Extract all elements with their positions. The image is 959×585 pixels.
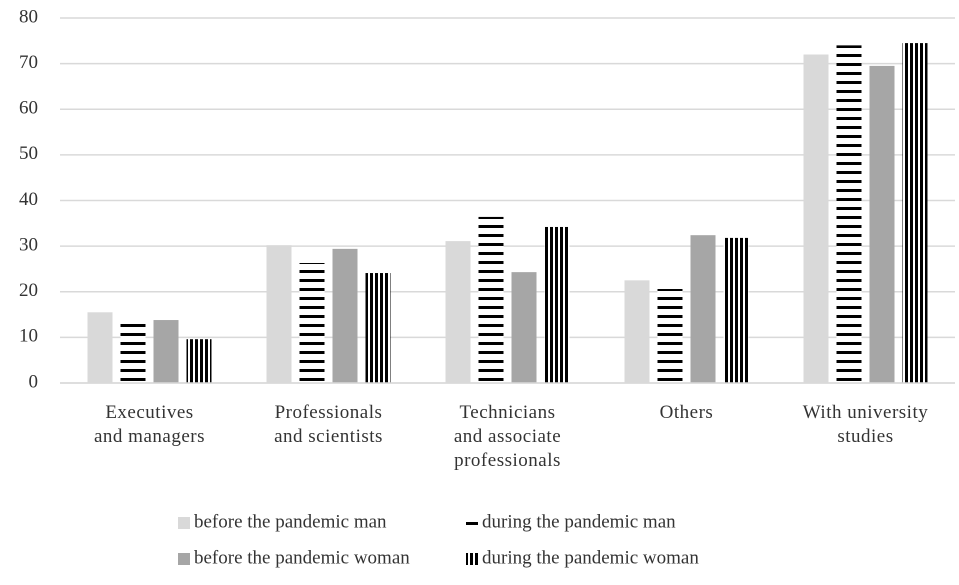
- x-tick-label-line: Others: [660, 402, 714, 423]
- bar: [153, 320, 179, 383]
- bar: [836, 45, 862, 383]
- legend-label: during the pandemic man: [482, 511, 676, 532]
- y-tick-label: 40: [19, 189, 38, 210]
- y-tick-label: 10: [19, 326, 38, 347]
- y-tick-label: 70: [19, 52, 38, 73]
- legend-swatch: [178, 517, 190, 529]
- bar: [511, 272, 537, 383]
- legend-label: before the pandemic man: [194, 511, 387, 532]
- legend-swatch: [466, 553, 478, 565]
- bar: [544, 226, 570, 383]
- bar: [299, 263, 325, 383]
- y-tick-label: 30: [19, 234, 38, 255]
- bar: [803, 54, 829, 383]
- bar: [445, 241, 471, 383]
- x-tick-label-line: and associate: [454, 426, 561, 447]
- bar: [332, 248, 358, 383]
- bar: [723, 237, 749, 383]
- bar: [186, 339, 212, 383]
- x-tick-label: With university studies: [803, 402, 928, 447]
- y-tick-label: 0: [29, 371, 39, 392]
- x-tick-label-line: Professionals: [275, 402, 383, 423]
- x-tick-label: Others: [660, 402, 714, 423]
- x-tick-label-line: professionals: [454, 450, 561, 471]
- y-tick-label: 60: [19, 98, 38, 119]
- x-tick-label-line: With university: [803, 402, 928, 423]
- bar: [690, 235, 716, 383]
- legend-swatch: [178, 553, 190, 565]
- bar: [120, 320, 146, 383]
- x-tick-label-line: and scientists: [274, 426, 383, 447]
- y-tick-label: 50: [19, 143, 38, 164]
- bar: [869, 65, 895, 383]
- bar: [624, 280, 650, 383]
- bar: [87, 312, 113, 383]
- legend-swatch: [466, 517, 478, 529]
- x-tick-label: Professionals and scientists: [274, 402, 383, 447]
- bar: [657, 289, 683, 383]
- x-tick-label-line: Executives: [105, 402, 193, 423]
- x-tick-label-line: and managers: [94, 426, 205, 447]
- legend-label: before the pandemic woman: [194, 547, 410, 568]
- x-tick-label-line: studies: [837, 426, 893, 447]
- legend-label: during the pandemic woman: [482, 547, 699, 568]
- x-tick-label: Executives and managers: [94, 402, 205, 447]
- y-tick-label: 20: [19, 280, 38, 301]
- bar: [365, 273, 391, 383]
- bar: [478, 216, 504, 383]
- x-tick-label: Technicians and associate professionals: [454, 402, 561, 471]
- x-tick-label-line: Technicians: [460, 402, 556, 423]
- y-tick-label: 80: [19, 6, 38, 27]
- bar: [902, 43, 928, 383]
- bar: [266, 245, 292, 383]
